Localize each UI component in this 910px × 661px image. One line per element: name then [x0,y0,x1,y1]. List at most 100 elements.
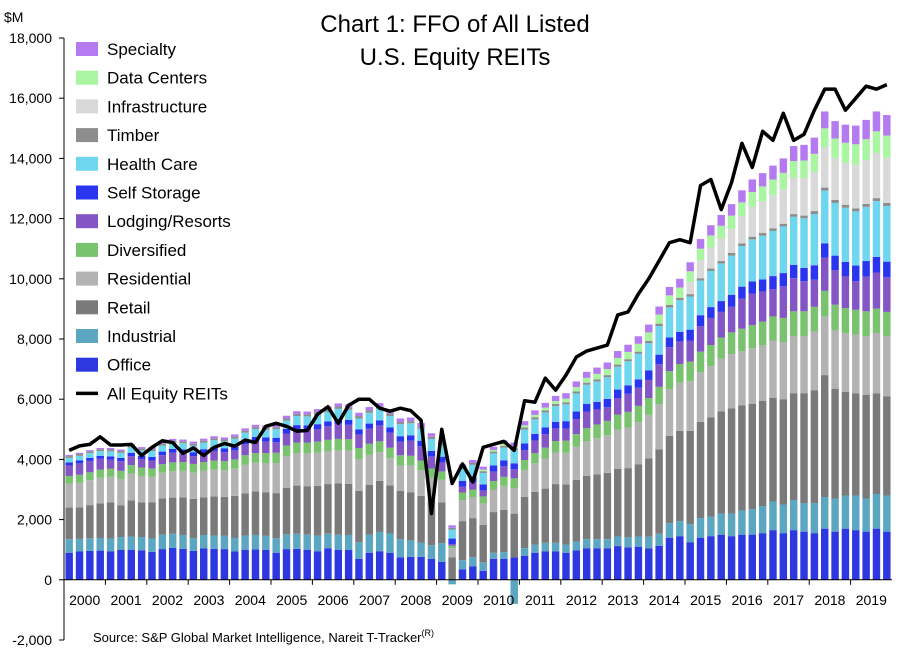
legend-swatch-industrial [76,329,98,343]
bar-segment-residential [531,463,539,492]
x-tick-label: 2006 [318,592,349,608]
bar-segment-diversified [210,460,218,470]
bar-segment-health-care [334,408,342,420]
bar-segment-lodging-resorts [510,469,518,479]
bar-segment-timber [355,416,363,419]
bar-segment-retail [872,393,881,495]
bar-segment-office [168,547,177,580]
bar-segment-timber [303,414,311,417]
bar-segment-lodging-resorts [127,456,135,466]
bar-segment-retail [727,408,736,514]
legend-label: All Equity REITs [107,384,228,403]
bar-segment-timber [738,243,746,246]
bar-segment-industrial [727,513,736,537]
bar-segment-industrial [831,498,839,532]
bar-segment-timber [189,443,198,446]
total-line-layer [68,83,888,516]
bar-segment-residential [272,463,280,494]
bar-segment-lodging-resorts [831,270,839,305]
source-note-superscript: (R) [422,628,435,638]
bar-segment-residential [614,429,622,469]
bar-segment-residential [696,372,705,422]
bar-segment-lodging-resorts [624,393,632,412]
bar-segment-lodging-resorts [645,379,653,398]
bar-segment-retail [334,483,342,535]
bar-segment-health-care [758,235,767,280]
bar-segment-lodging-resorts [65,465,73,476]
bar-segment-health-care [779,226,788,274]
bar-segment-self-storage [738,286,746,299]
bar-segment-diversified [593,424,601,439]
bar-segment-health-care [551,406,560,422]
bar-segment-industrial [179,534,187,549]
bar-segment-residential [489,489,498,513]
bar-segment-health-care [293,416,301,426]
bar-segment-retail [220,496,229,536]
bar-segment-diversified [551,441,560,453]
bar-segment-self-storage [417,440,425,447]
bar-segment-office [210,548,218,580]
bar-segment-residential [438,479,446,503]
bar-segment-specialty [758,173,767,187]
y-tick-labels: -2,000 0 2,000 4,000 6,000 8,000 10,000 12,000 1… [9,30,64,648]
legend-label: Industrial [107,327,176,346]
bar-segment-diversified [582,428,591,442]
y-tick-label: 16,000 [9,90,52,106]
bar-segment-self-storage [634,379,643,388]
bar-segment-industrial [458,560,467,570]
bar-segment-health-care [655,326,663,355]
bar-segment-office [572,550,581,580]
bar-segment-diversified [158,464,167,473]
bar-segment-health-care [158,445,167,452]
bar-segment-self-storage [779,273,788,287]
bar-segment-residential [872,332,881,394]
bar-segment-lodging-resorts [593,409,601,425]
bar-segment-data-centers [479,469,487,472]
bar-segment-office [634,546,643,580]
bar-segment-health-care [852,211,860,266]
bar-segment-retail [789,393,798,501]
bar-segment-self-storage [344,419,353,425]
bar-segment-residential [137,475,146,503]
bar-segment-health-care [262,429,270,438]
bar-segment-lodging-resorts [841,276,850,308]
bar-segment-self-storage [458,480,467,487]
bar-segment-residential [748,348,756,404]
bar-segment-industrial [293,533,301,549]
bar-segment-industrial [106,538,115,552]
bar-segment-timber [200,440,208,443]
bar-segment-residential [769,340,777,398]
x-tick-label: 2000 [69,592,100,608]
bar-segment-self-storage [282,429,291,434]
bar-segment-industrial [251,534,260,550]
bar-segment-health-care [686,296,694,330]
bar-segment-residential [75,482,84,508]
bar-segment-timber [396,422,405,425]
bar-segment-retail [251,491,260,535]
bar-segment-retail [262,492,270,536]
bar-segment-specialty [841,124,850,143]
bar-segment-lodging-resorts [375,425,384,442]
bar-segment-industrial [676,521,684,537]
bar-segment-diversified [665,371,674,390]
bar-segment-health-care [355,418,363,430]
bar-segment-retail [375,480,384,532]
bar-segment-specialty [75,452,84,454]
bar-segment-diversified [738,328,746,352]
bar-segment-retail [645,458,653,537]
bar-segment-data-centers [800,160,808,178]
bar-segment-residential [324,450,332,485]
bar-segment-lodging-resorts [469,481,477,490]
bar-segment-specialty [872,111,881,132]
bar-segment-retail [779,399,788,505]
legend-swatch-diversified [76,242,98,257]
bar-segment-retail [96,503,104,538]
bar-segment-specialty [727,204,736,216]
bar-segment-retail [303,486,311,535]
bar-segment-office [200,548,208,580]
bar-segment-self-storage [562,421,570,429]
bar-segment-timber [520,427,529,430]
bar-segment-health-care [438,445,446,457]
bar-segment-self-storage [665,337,674,348]
bar-segment-industrial [127,536,135,550]
